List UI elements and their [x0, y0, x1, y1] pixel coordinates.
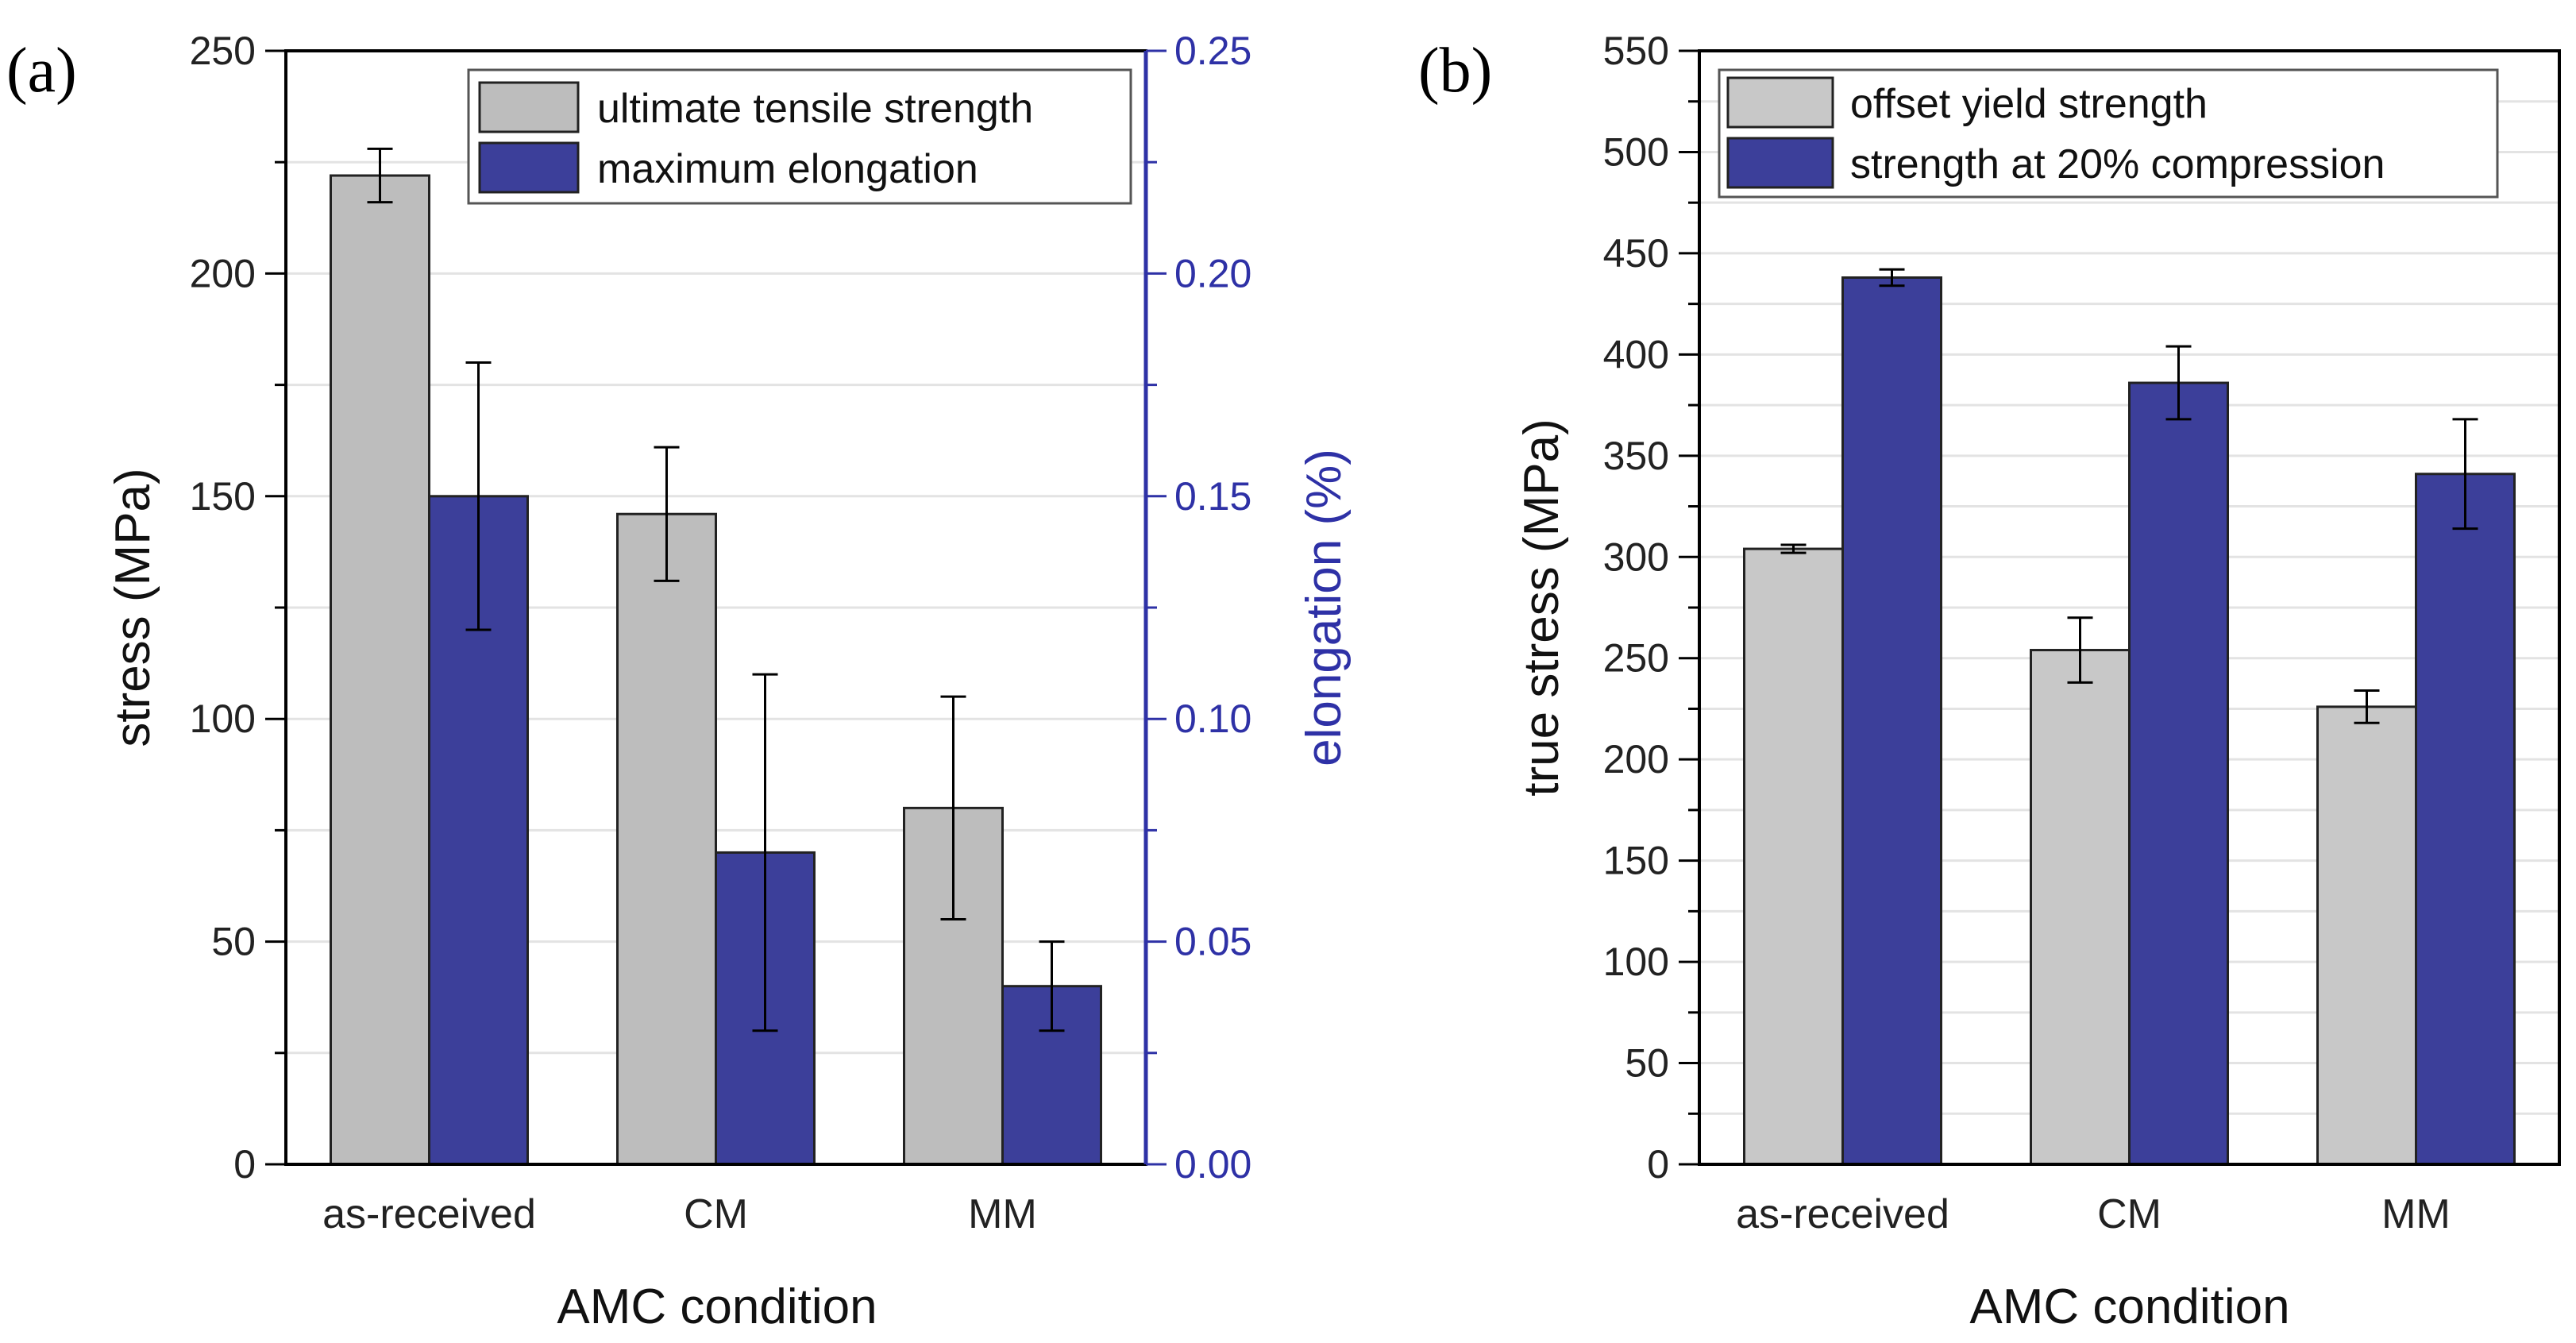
- panel-b-y-tick-label: 100: [1603, 940, 1669, 984]
- panel-b-legend-label-compression: strength at 20% compression: [1850, 141, 2385, 187]
- panel-b-error-bars: [1780, 268, 2478, 724]
- panel-b-chart: 0 50 100 150 200 250 300 350 400 450 500 550 as-rec…: [1418, 29, 2561, 1334]
- panel-a-bars: [330, 174, 1102, 1166]
- panel-a-category-label: as-received: [322, 1191, 536, 1237]
- panel-a-legend-swatch-elongation: [478, 141, 580, 194]
- panel-a-right-tick-label: 0.10: [1174, 697, 1251, 741]
- panel-a-y-tick-label: 250: [190, 29, 256, 73]
- panel-a-right-tick-label: 0.25: [1174, 29, 1251, 73]
- panel-a-legend: ultimate tensile strength maximum elonga…: [467, 68, 1132, 205]
- panel-b-bar-series1: [2030, 649, 2131, 1166]
- panel-a-y-tick-label: 200: [190, 251, 256, 295]
- panel-b-legend-swatch-compression: [1726, 137, 1834, 189]
- panel-b-y-tick-label: 50: [1625, 1041, 1669, 1086]
- panel-b-ticks: 0 50 100 150 200 250 300 350 400 450 500 550: [1603, 29, 1699, 1187]
- panel-b-y-tick-label: 0: [1647, 1142, 1669, 1187]
- panel-b-bars: [1743, 276, 2516, 1166]
- panel-b-category-label: MM: [2381, 1191, 2451, 1237]
- panel-b-legend: offset yield strength strength at 20% co…: [1718, 68, 2499, 199]
- panel-a-bar-series1: [616, 512, 717, 1166]
- panel-b-y-tick-label: 200: [1603, 737, 1669, 781]
- panel-a-y-tick-label: 50: [211, 920, 256, 964]
- panel-a-legend-swatch-uts: [478, 81, 580, 133]
- panel-a-right-axis-title: elongation (%): [1297, 449, 1352, 766]
- panel-b-y-axis-title: true stress (MPa): [1514, 419, 1569, 796]
- panel-b-category-labels: as-received CM MM: [1736, 1191, 2451, 1237]
- panel-a-right-tick-label: 0.05: [1174, 920, 1251, 964]
- panel-a-right-tick-label: 0.15: [1174, 474, 1251, 519]
- panel-b-y-tick-label: 150: [1603, 839, 1669, 883]
- panel-b-y-tick-label: 400: [1603, 332, 1669, 376]
- panel-b-y-tick-label: 550: [1603, 29, 1669, 73]
- panel-b-bar-series2: [2415, 473, 2516, 1166]
- panel-a-y-tick-label: 100: [190, 697, 256, 741]
- panel-a-category-labels: as-received CM MM: [322, 1191, 1037, 1237]
- panel-b-bar-series1: [2316, 705, 2417, 1166]
- panel-a-y-axis-title: stress (MPa): [106, 468, 160, 747]
- panel-b-category-label: as-received: [1736, 1191, 1949, 1237]
- panel-b-bar-series2: [2128, 381, 2229, 1166]
- panel-a-right-ticks: 0.00 0.05 0.10 0.15 0.20 0.25: [1143, 29, 1251, 1187]
- panel-a-right-tick-label: 0.00: [1174, 1142, 1251, 1187]
- panel-a-y-tick-label: 150: [190, 474, 256, 519]
- panel-b-x-axis-title: AMC condition: [1969, 1279, 2289, 1334]
- panel-b-category-label: CM: [2097, 1191, 2161, 1237]
- panel-a-category-label: MM: [968, 1191, 1037, 1237]
- panel-a-bar-series1: [330, 174, 430, 1166]
- panel-b-y-tick-label: 350: [1603, 434, 1669, 478]
- panel-b-y-tick-label: 500: [1603, 129, 1669, 174]
- panel-b-bar-series2: [1841, 276, 1942, 1166]
- panel-b-bar-series1: [1743, 547, 1844, 1166]
- panel-b-legend-box: [1718, 68, 2499, 199]
- panel-b-label: (b): [1418, 36, 1492, 106]
- panel-a-legend-label-elongation: maximum elongation: [597, 146, 978, 192]
- panel-a-chart: 0 50 100 150 200 250 0.00 0.05 0.10 0.15 0.20 0.25…: [6, 29, 1352, 1334]
- panel-a-legend-label-uts: ultimate tensile strength: [597, 86, 1033, 132]
- panel-a-right-tick-label: 0.20: [1174, 251, 1251, 295]
- panel-b-legend-swatch-yield: [1726, 76, 1834, 129]
- panel-b-y-tick-label: 250: [1603, 636, 1669, 681]
- panel-b-legend-label-yield: offset yield strength: [1850, 81, 2208, 127]
- panel-a-label: (a): [6, 36, 77, 106]
- panel-a-error-bars: [367, 147, 1065, 1032]
- panel-a-category-label: CM: [684, 1191, 748, 1237]
- panel-b-y-tick-label: 450: [1603, 231, 1669, 276]
- panel-a-y-tick-label: 0: [233, 1142, 256, 1187]
- panel-a-ticks: 0 50 100 150 200 250: [190, 29, 286, 1187]
- panel-b-y-tick-label: 300: [1603, 534, 1669, 579]
- panel-a-x-axis-title: AMC condition: [557, 1279, 877, 1334]
